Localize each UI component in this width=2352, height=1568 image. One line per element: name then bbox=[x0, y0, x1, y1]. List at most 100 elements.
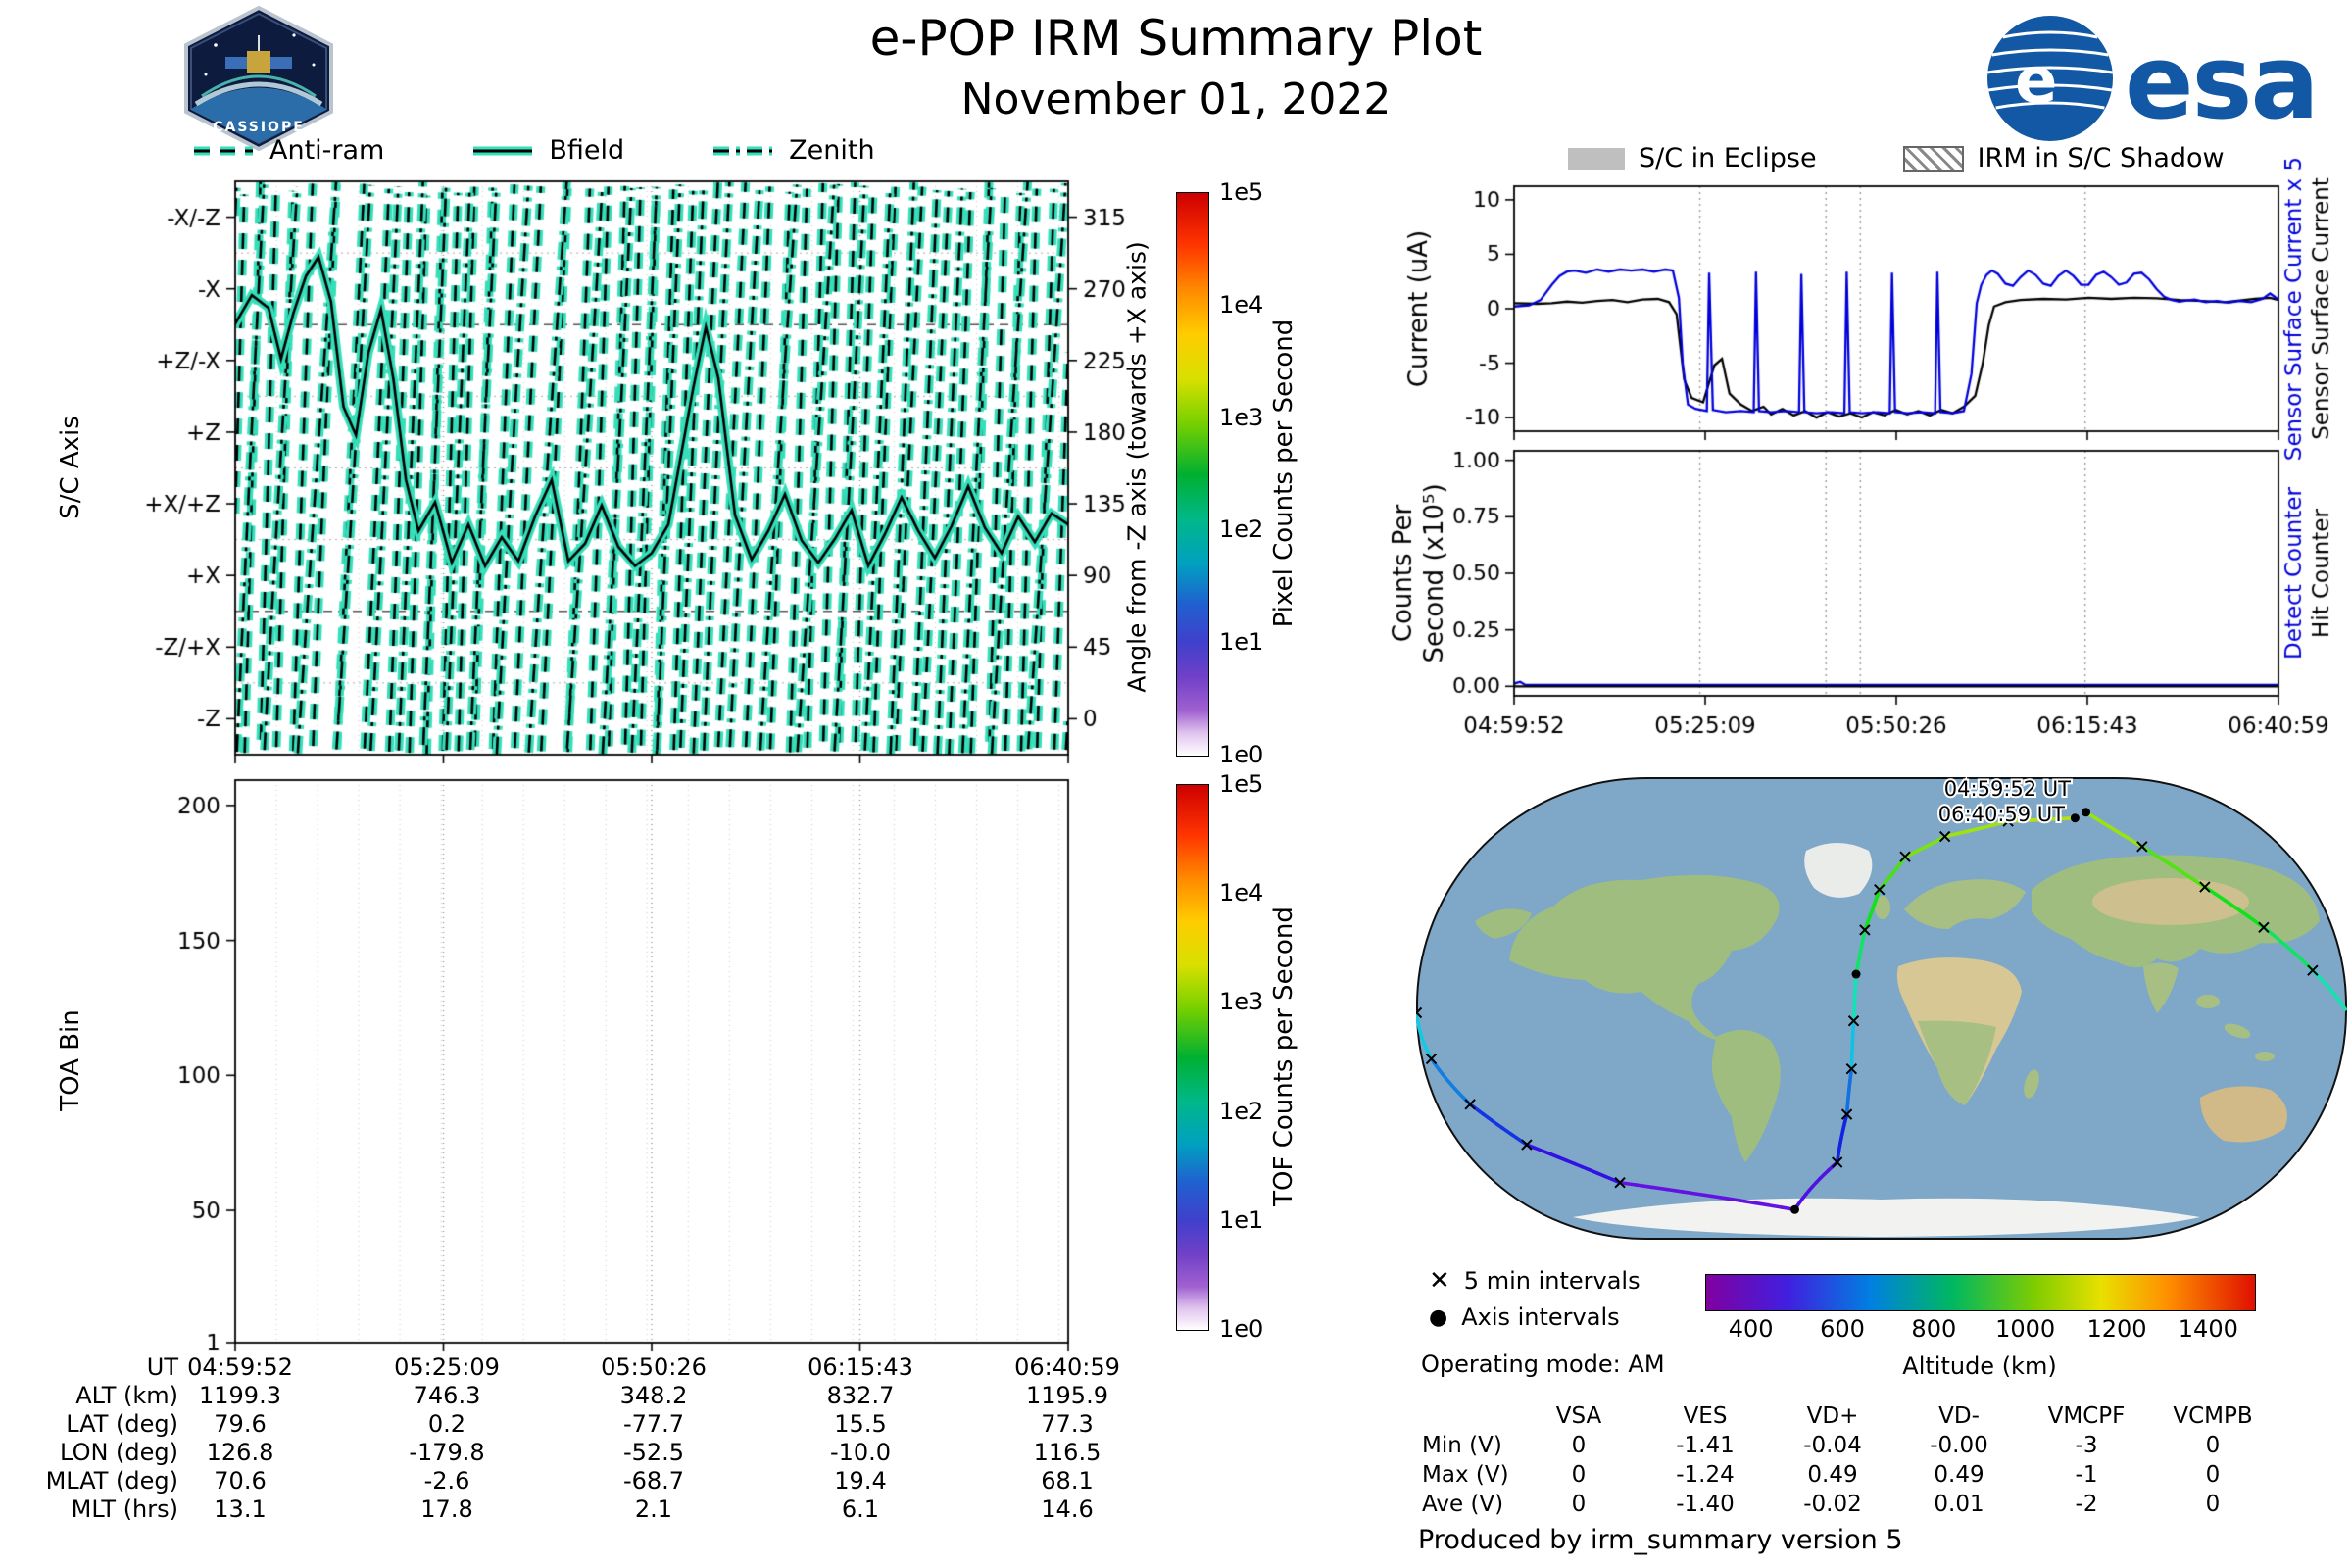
colorbar-tick-label: 1e2 bbox=[1219, 1097, 1264, 1125]
ephemeris-row-label: ALT (km) bbox=[75, 1382, 178, 1409]
ephemeris-cell: 1199.3 bbox=[199, 1382, 281, 1409]
voltage-cell: 0 bbox=[2205, 1492, 2221, 1517]
voltage-column-header: VSA bbox=[1555, 1403, 1602, 1429]
altitude-colorbar bbox=[1705, 1274, 2256, 1311]
map-ocean bbox=[1416, 777, 2347, 1240]
ephemeris-table: UT 04:59:52 05:25:09 05:50:26 06:15:43 06:40:… bbox=[0, 1353, 1186, 1530]
voltage-column-header: VD+ bbox=[1806, 1403, 1859, 1429]
ephemeris-row-label: LAT (deg) bbox=[66, 1410, 178, 1438]
map-time-annotation: 04:59:52 UT bbox=[1944, 777, 2071, 801]
ground-track-segment bbox=[1752, 1200, 1771, 1207]
ephemeris-cell: 116.5 bbox=[1033, 1439, 1102, 1466]
ephemeris-row-label: LON (deg) bbox=[60, 1439, 178, 1466]
ephemeris-cell: -10.0 bbox=[829, 1439, 892, 1466]
voltage-cell: -1.40 bbox=[1676, 1492, 1735, 1517]
ground-track-segment bbox=[1739, 1199, 1757, 1205]
colorbar-tick-label: 1e0 bbox=[1219, 741, 1264, 768]
angle-axis-label: Angle from -Z axis (towards +X axis) bbox=[1122, 241, 1152, 693]
ground-track-segment bbox=[2340, 1004, 2347, 1011]
colorbar-tick-label: 1e1 bbox=[1219, 1205, 1264, 1234]
voltage-cell: -1.24 bbox=[1676, 1462, 1735, 1488]
altitude-tick-label: 600 bbox=[1820, 1315, 1865, 1343]
five-min-x-marker bbox=[2002, 815, 2014, 827]
ephemeris-cell: 04:59:52 bbox=[187, 1353, 293, 1381]
voltage-cell: -0.04 bbox=[1803, 1433, 1862, 1458]
axis-interval-dot-marker bbox=[2070, 813, 2080, 823]
voltage-table: VSA VES VD+ VD- VMCPF VCMPB Min (V) 0 -1.41 -0.04… bbox=[1416, 1401, 2347, 1524]
voltage-column-header: VMCPF bbox=[2047, 1403, 2126, 1429]
five-min-x-marker bbox=[2307, 964, 2319, 976]
voltage-cell: 0 bbox=[1571, 1492, 1587, 1517]
pixel-counts-colorbar bbox=[1176, 192, 1209, 757]
five-min-x-marker bbox=[2136, 841, 2148, 853]
altitude-tick-label: 1400 bbox=[2178, 1315, 2238, 1343]
pixel-colorbar-label: Pixel Counts per Second bbox=[1269, 318, 1298, 628]
operating-mode: Operating mode: AM bbox=[1421, 1350, 1665, 1378]
map-time-annotation: 06:40:59 UT bbox=[1938, 803, 2065, 826]
axis-interval-dot-marker bbox=[1851, 969, 1861, 979]
map-continents bbox=[1475, 843, 2320, 1237]
ephemeris-cell: -52.5 bbox=[622, 1439, 685, 1466]
five-min-x-marker bbox=[1425, 1053, 1438, 1065]
voltage-cell: -0.02 bbox=[1803, 1492, 1862, 1517]
ephemeris-cell: 126.8 bbox=[206, 1439, 274, 1466]
ephemeris-cell: 06:40:59 bbox=[1014, 1353, 1120, 1381]
voltage-column-header: VD- bbox=[1938, 1403, 1980, 1429]
five-min-x-marker bbox=[1899, 851, 1911, 862]
voltage-cell: -3 bbox=[2075, 1433, 2098, 1458]
colorbar-tick-label: 1e2 bbox=[1219, 515, 1264, 544]
ephemeris-cell: 68.1 bbox=[1041, 1467, 1094, 1494]
ground-track-segment bbox=[1766, 1202, 1784, 1209]
five-min-x-marker bbox=[1521, 1139, 1533, 1151]
x-marker-icon: ✕ bbox=[1429, 1266, 1450, 1296]
current-and-counts-plots bbox=[1372, 118, 2342, 755]
voltage-row-label: Min (V) bbox=[1422, 1433, 1502, 1458]
ephemeris-cell: 2.1 bbox=[634, 1495, 673, 1523]
voltage-row-label: Max (V) bbox=[1422, 1462, 1509, 1488]
five-min-x-marker bbox=[1859, 924, 1871, 936]
ground-track-segment bbox=[1724, 1197, 1742, 1202]
ephemeris-cell: 14.6 bbox=[1041, 1495, 1094, 1523]
page-date: November 01, 2022 bbox=[960, 74, 1392, 124]
five-min-x-marker bbox=[1840, 1108, 1853, 1120]
altitude-colorbar-label: Altitude (km) bbox=[1902, 1352, 2057, 1380]
five-min-x-marker bbox=[1614, 1177, 1626, 1189]
colorbar-tick-label: 1e0 bbox=[1219, 1315, 1264, 1343]
altitude-tick-label: 800 bbox=[1911, 1315, 1957, 1343]
ephemeris-cell: 746.3 bbox=[413, 1382, 481, 1409]
voltage-cell: -2 bbox=[2075, 1492, 2098, 1517]
five-min-x-marker bbox=[2258, 921, 2270, 934]
dot-marker-icon: ● bbox=[1429, 1304, 1448, 1330]
ephemeris-cell: 17.8 bbox=[420, 1495, 473, 1523]
ground-track-segment bbox=[1649, 1185, 1669, 1192]
ephemeris-cell: 77.3 bbox=[1041, 1410, 1094, 1438]
page-title: e-POP IRM Summary Plot bbox=[869, 10, 1483, 67]
ground-track-segment bbox=[1680, 1190, 1699, 1197]
five-min-x-marker bbox=[1847, 1015, 1860, 1027]
ephemeris-cell: 832.7 bbox=[826, 1382, 895, 1409]
ephemeris-cell: -2.6 bbox=[423, 1467, 470, 1494]
colorbar-tick-label: 1e4 bbox=[1219, 879, 1264, 907]
ephemeris-cell: 19.4 bbox=[834, 1467, 887, 1494]
axis-interval-dot-marker bbox=[2082, 808, 2091, 817]
ground-track-segment bbox=[1618, 1180, 1639, 1187]
satellite-body-icon bbox=[247, 51, 270, 73]
tof-colorbar-label: TOF Counts per Second bbox=[1269, 906, 1298, 1206]
five-min-x-marker bbox=[1874, 883, 1886, 896]
ephemeris-row-label: MLT (hrs) bbox=[71, 1495, 178, 1523]
map-legend-x: ✕ 5 min intervals bbox=[1429, 1266, 1641, 1296]
altitude-tick-label: 1200 bbox=[2086, 1315, 2147, 1343]
ground-track-segment bbox=[1634, 1183, 1654, 1190]
sc-axis-ylabel: S/C Axis bbox=[56, 416, 85, 519]
svg-text:e: e bbox=[2015, 45, 2057, 118]
sc-axis-plot bbox=[127, 127, 1166, 813]
ground-track-segment bbox=[1695, 1192, 1714, 1199]
ephemeris-cell: 70.6 bbox=[214, 1467, 267, 1494]
voltage-column-header: VES bbox=[1683, 1403, 1728, 1429]
satellite-panel-icon bbox=[225, 57, 247, 69]
five-min-x-marker bbox=[1845, 1063, 1858, 1075]
colorbar-tick-label: 1e4 bbox=[1219, 290, 1264, 318]
